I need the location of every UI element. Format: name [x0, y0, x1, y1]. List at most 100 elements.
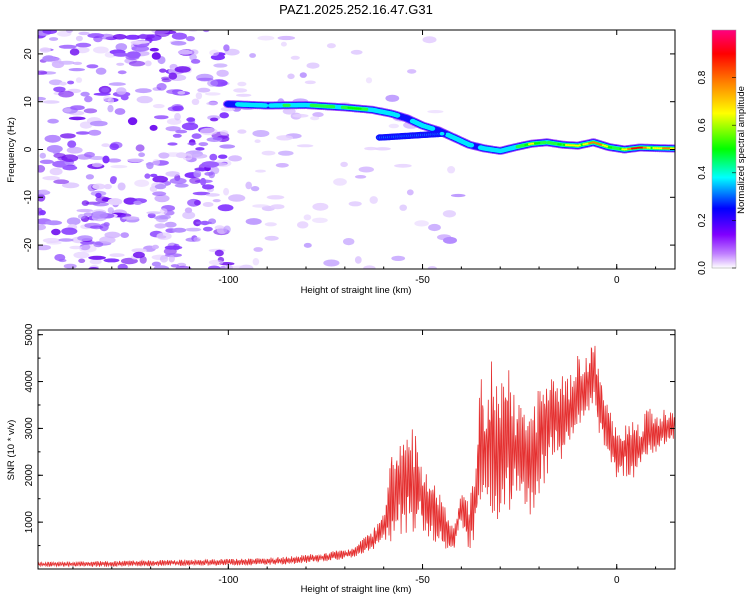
ridge-mark: [592, 141, 595, 144]
noise-blob: [276, 135, 293, 141]
noise-blob: [290, 55, 300, 60]
noise-blob: [72, 61, 83, 65]
noise-blob: [228, 155, 243, 162]
noise-blob: [236, 93, 252, 97]
noise-blob: [323, 259, 340, 267]
noise-blob: [76, 208, 93, 213]
colorbar-tick-label: 0.8: [697, 70, 708, 84]
noise-blob: [266, 195, 285, 200]
noise-blob: [62, 165, 78, 171]
snr-x-label: Height of straight line (km): [301, 584, 412, 595]
noise-blob: [388, 123, 399, 129]
ridge-mark: [646, 146, 650, 149]
ridge-mark: [286, 103, 291, 107]
noise-blob: [187, 142, 197, 146]
noise-blob: [189, 54, 197, 61]
noise-blob: [38, 70, 48, 75]
noise-blob: [152, 191, 167, 196]
noise-blob: [68, 116, 86, 121]
noise-blob: [443, 236, 457, 244]
noise-blob: [69, 245, 83, 250]
noise-blob: [394, 163, 412, 168]
noise-blob: [117, 70, 127, 75]
noise-blob: [264, 235, 279, 241]
noise-blob: [310, 116, 320, 121]
ridge-mark: [656, 147, 659, 150]
ridge-mark: [394, 113, 401, 118]
ridge-mark: [660, 147, 663, 150]
noise-blob: [75, 77, 83, 83]
noise-blob: [173, 243, 180, 251]
noise-blob: [86, 64, 99, 69]
noise-blob: [168, 255, 175, 263]
noise-blob: [131, 45, 150, 52]
x-tick-label: -50: [415, 275, 430, 286]
noise-blob: [78, 258, 86, 263]
ridge-mark: [632, 147, 636, 150]
noise-blob: [216, 69, 229, 77]
noise-blob: [110, 141, 123, 149]
noise-blob: [156, 83, 167, 91]
ridge-mark: [574, 144, 578, 147]
noise-blob: [154, 115, 169, 120]
noise-blob: [165, 126, 181, 132]
noise-blob: [191, 98, 200, 106]
y-tick-label: 0: [23, 146, 34, 152]
ridge-mark: [644, 146, 648, 149]
noise-blob: [225, 264, 234, 269]
noise-blob: [151, 244, 159, 250]
noise-blob: [42, 30, 57, 35]
noise-blob: [192, 191, 211, 196]
noise-blob: [70, 105, 85, 111]
noise-blob: [264, 222, 277, 227]
noise-blob: [292, 113, 309, 118]
noise-blob: [115, 43, 128, 51]
noise-blob: [200, 177, 207, 186]
noise-blob: [374, 147, 391, 151]
ridge-mark: [665, 147, 669, 150]
noise-blob: [146, 211, 162, 215]
x-tick-label: -50: [415, 575, 430, 586]
spectrogram-x-axis: -100 -50 0: [72, 30, 657, 286]
noise-blob: [365, 77, 373, 84]
noise-blob: [172, 105, 184, 112]
ridge-mark: [357, 107, 360, 110]
noise-blob: [63, 108, 72, 113]
ridge-mark: [559, 143, 562, 146]
noise-blob: [340, 161, 348, 168]
ridge-mark: [601, 144, 605, 147]
noise-blob: [80, 91, 90, 97]
noise-blob: [201, 161, 220, 168]
noise-blob: [212, 199, 221, 203]
spectrogram-x-label: Height of straight line (km): [301, 285, 412, 296]
noise-blob: [174, 66, 191, 73]
noise-blob: [156, 232, 172, 240]
noise-blob: [138, 152, 146, 157]
y-tick-label: 3000: [24, 417, 35, 440]
noise-blob: [153, 265, 170, 269]
noise-blob: [407, 69, 417, 74]
noise-blob: [117, 263, 128, 269]
noise-blob: [103, 183, 112, 190]
ridge-mark: [605, 145, 609, 148]
noise-blob: [89, 156, 106, 160]
noise-blob: [44, 134, 61, 143]
noise-blob: [194, 199, 201, 206]
colorbar: 0.0 0.2 0.4 0.6 0.8 Normalized spectral ampl…: [697, 29, 747, 275]
ridge-mark: [566, 144, 570, 147]
y-tick-label: 10: [23, 96, 34, 108]
ridge-mark: [262, 103, 269, 108]
noise-blob: [93, 46, 109, 54]
noise-blob: [53, 153, 66, 159]
ridge-mark: [537, 142, 541, 144]
noise-blob: [219, 112, 229, 119]
noise-blob: [304, 80, 316, 85]
noise-blob: [91, 162, 103, 168]
ridge-mark: [364, 107, 369, 111]
noise-blob: [369, 196, 378, 204]
noise-blob: [146, 162, 154, 170]
noise-blob: [47, 118, 59, 124]
noise-blob: [223, 44, 230, 52]
noise-blob: [197, 77, 214, 81]
noise-blob: [89, 259, 102, 265]
